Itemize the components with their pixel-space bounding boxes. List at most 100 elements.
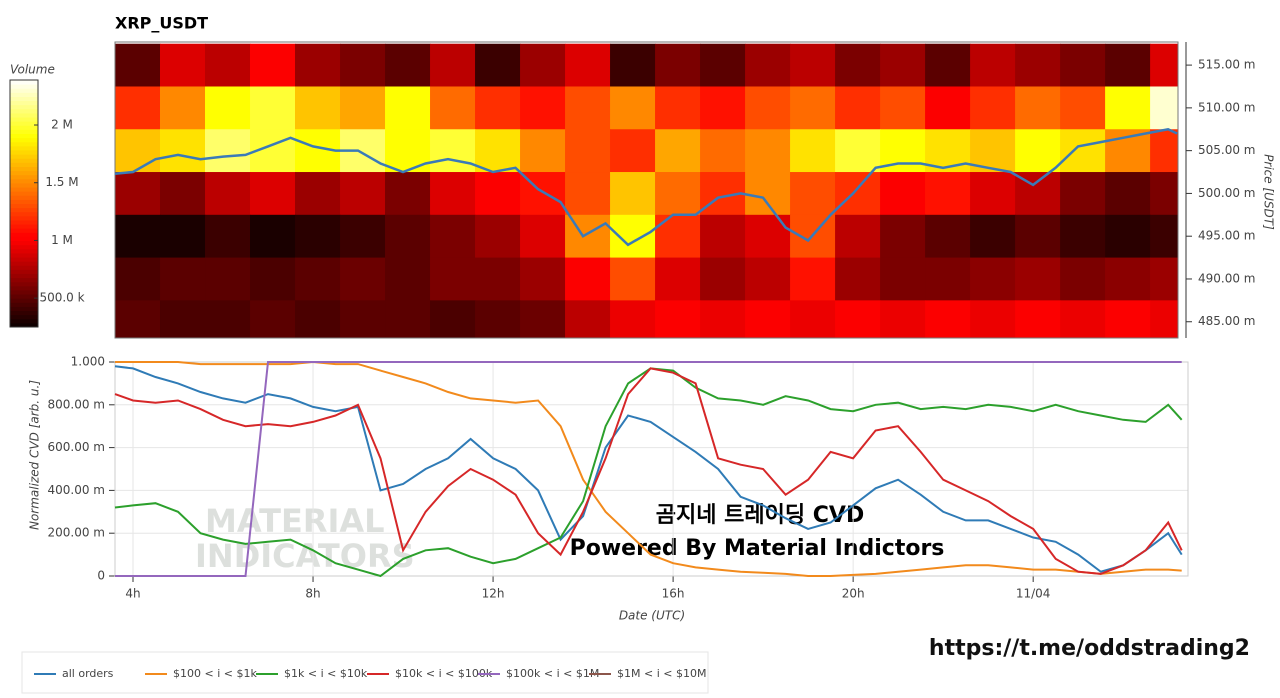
colorbar-tick-label: 1.5 M — [45, 175, 78, 189]
colorbar-step — [10, 302, 38, 307]
heatmap-cell — [475, 257, 521, 301]
heatmap-cell — [1060, 214, 1106, 259]
watermark: MATERIAL — [205, 502, 385, 540]
heatmap-cell — [925, 214, 971, 259]
colorbar-step — [10, 273, 38, 279]
y-axis-label: Price [USDT] — [1262, 154, 1276, 230]
heatmap-cell — [610, 43, 656, 87]
series-line — [114, 367, 1183, 575]
colorbar-step — [10, 215, 38, 221]
y-tick-label: 490.00 m — [1198, 271, 1256, 285]
colorbar-step — [10, 174, 38, 180]
colorbar-step — [10, 240, 38, 246]
y-tick-label: 0 — [97, 569, 105, 583]
colorbar-step — [10, 182, 38, 188]
heatmap-cell — [1150, 129, 1179, 173]
heatmap-cell — [115, 86, 161, 130]
colorbar-step — [10, 236, 38, 242]
legend-label: $10k < i < $100k — [395, 667, 493, 680]
heatmap-cell — [475, 129, 521, 173]
x-tick-label: 4h — [125, 587, 140, 601]
heatmap-cell — [1015, 214, 1061, 259]
heatmap-cell — [340, 172, 386, 216]
colorbar-step — [10, 224, 38, 229]
y-tick-label: 1.000 — [71, 355, 105, 369]
colorbar-step — [10, 314, 38, 320]
heatmap-cell — [475, 214, 521, 259]
colorbar-step — [10, 108, 38, 114]
heatmap-cell — [1015, 300, 1061, 339]
heatmap-cell — [250, 172, 296, 216]
colorbar-step — [10, 88, 38, 93]
heatmap-cell — [385, 43, 431, 87]
heatmap-cell — [790, 129, 836, 173]
heatmap-cell — [115, 129, 161, 173]
colorbar-step — [10, 166, 38, 172]
heatmap-cell — [610, 129, 656, 173]
heatmap-cell — [475, 86, 521, 130]
series-line — [114, 365, 1183, 573]
x-axis-label: Date (UTC) — [619, 609, 685, 623]
heatmap-cell — [655, 300, 701, 339]
x-tick-label: 8h — [305, 587, 320, 601]
heatmap-cell — [565, 257, 611, 301]
colorbar-step — [10, 104, 38, 110]
y-tick-label: 400.00 m — [48, 483, 106, 497]
heatmap-cell — [340, 300, 386, 339]
heatmap-cell — [925, 43, 971, 87]
colorbar-step — [10, 318, 38, 324]
heatmap-cell — [205, 43, 251, 87]
heatmap-cell — [925, 172, 971, 216]
colorbar-step — [10, 310, 38, 316]
heatmap-cell — [700, 214, 746, 259]
colorbar-frame — [9, 79, 39, 328]
heatmap-cell — [475, 300, 521, 339]
heatmap-cell — [970, 214, 1016, 259]
heatmap-cell — [880, 172, 926, 216]
heatmap-cell — [655, 172, 701, 216]
heatmap-cell — [610, 257, 656, 301]
heatmap-cell — [745, 300, 791, 339]
colorbar-step — [10, 133, 38, 139]
heatmap-cell — [880, 257, 926, 301]
heatmap-cell — [925, 86, 971, 130]
heatmap-cell — [925, 300, 971, 339]
colorbar-title: Volume — [10, 63, 55, 77]
x-tick-label: 20h — [842, 587, 865, 601]
heatmap-cell — [250, 86, 296, 130]
colorbar-step — [10, 96, 38, 102]
plot-frame — [114, 41, 1179, 339]
heatmap-cell — [700, 257, 746, 301]
colorbar-step — [10, 191, 38, 196]
heatmap-cell — [655, 43, 701, 87]
colorbar-step — [10, 232, 38, 237]
heatmap-cell — [610, 214, 656, 259]
colorbar-step — [10, 252, 38, 258]
heatmap-cell — [520, 257, 566, 301]
colorbar-step — [10, 211, 38, 217]
heatmap-cell — [340, 257, 386, 301]
chart-title: XRP_USDT — [115, 14, 208, 33]
heatmap-cell — [970, 172, 1016, 216]
heatmap-cell — [655, 257, 701, 301]
heatmap-cell — [1150, 257, 1179, 301]
heatmap-cell — [475, 43, 521, 87]
heatmap-cell — [1105, 257, 1151, 301]
colorbar-step — [10, 162, 38, 167]
legend-label: $100 < i < $1k — [173, 667, 257, 680]
colorbar-step — [10, 244, 38, 250]
heatmap-cell — [700, 129, 746, 173]
heatmap-cell — [1060, 43, 1106, 87]
colorbar-step — [10, 178, 38, 184]
heatmap-cell — [385, 172, 431, 216]
heatmap-cell — [160, 257, 206, 301]
heatmap-cell — [745, 214, 791, 259]
heatmap-cell — [835, 214, 881, 259]
heatmap-cell — [250, 257, 296, 301]
colorbar-step — [10, 285, 38, 291]
colorbar-step — [10, 219, 38, 225]
colorbar-step — [10, 145, 38, 151]
legend-label: all orders — [62, 667, 114, 680]
colorbar-step — [10, 149, 38, 155]
